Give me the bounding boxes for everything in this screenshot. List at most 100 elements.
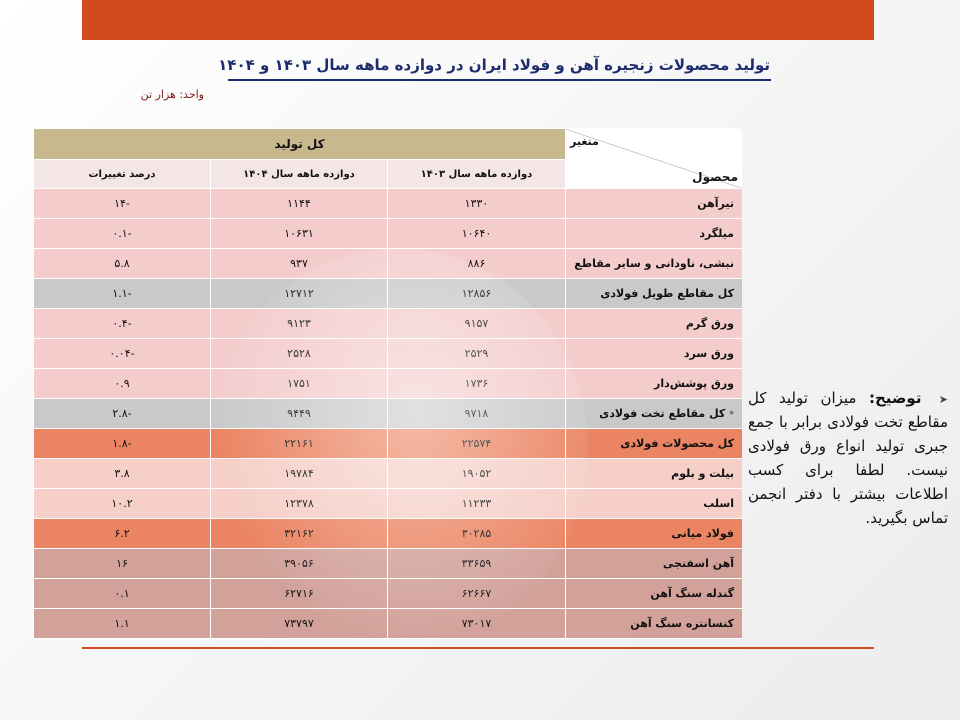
value-1403-cell: ۳۰۲۸۵ [387,518,566,549]
value-1403-cell: ۸۸۶ [387,248,566,279]
value-1403-cell: ۲۵۲۹ [387,338,566,369]
product-name-cell: نبشی، ناودانی و سایر مقاطع [565,248,742,279]
value-1403-cell: ۱۲۸۵۶ [387,278,566,309]
product-name: اسلب [703,497,734,510]
corner-variable-label: متغیر [570,135,599,148]
product-name: آهن اسفنجی [662,557,734,570]
change-percent-cell: -۱۴ [33,188,211,219]
product-name: ورق پوشش‌دار [654,377,734,390]
value-1404-cell: ۹۴۴۹ [210,398,388,429]
product-name: کل محصولات فولادی [620,437,734,450]
footnote-star: * [729,410,734,420]
product-name-cell: فولاد میانی [565,518,742,549]
product-name-cell: ورق سرد [565,338,742,369]
table-row: *کل مقاطع تخت فولادی ۹۷۱۸ ۹۴۴۹ -۲.۸ [33,398,742,429]
change-percent-cell: ۵.۸ [33,248,211,279]
product-name: کنسانتره سنگ آهن [630,617,734,630]
change-percent-cell: -۱.۸ [33,428,211,459]
value-1404-cell: ۶۲۷۱۶ [210,578,388,609]
product-name: کل مقاطع طویل فولادی [600,287,734,300]
change-percent-cell: ۶.۲ [33,518,211,549]
table-row: بیلت و بلوم ۱۹۰۵۲ ۱۹۷۸۴ ۳.۸ [33,458,742,489]
product-name-cell: آهن اسفنجی [565,548,742,579]
product-name-cell: میلگرد [565,218,742,249]
value-1403-cell: ۱۳۳۰ [387,188,566,219]
change-percent-cell: -۲.۸ [33,398,211,429]
product-name-cell: بیلت و بلوم [565,458,742,489]
title-underline [228,79,771,81]
value-1404-cell: ۷۳۷۹۷ [210,608,388,639]
note-heading: توضیح: [869,389,922,407]
change-percent-cell: ۱۶ [33,548,211,579]
change-percent-cell: -۰.۰۴ [33,338,211,369]
value-1403-cell: ۳۳۶۵۹ [387,548,566,579]
product-name: بیلت و بلوم [671,467,734,480]
change-percent-cell: ۰.۹ [33,368,211,399]
product-name-cell: کل محصولات فولادی [565,428,742,459]
top-accent-bar [82,0,874,40]
table-row: تیرآهن ۱۳۳۰ ۱۱۴۴ -۱۴ [33,188,742,219]
value-1404-cell: ۹۱۲۳ [210,308,388,339]
group-header-total-production: کل تولید [33,128,566,160]
product-name-cell: اسلب [565,488,742,519]
product-name-cell: گندله سنگ آهن [565,578,742,609]
table-row: میلگرد ۱۰۶۴۰ ۱۰۶۳۱ -۰.۱ [33,218,742,249]
value-1404-cell: ۱۲۷۱۲ [210,278,388,309]
page-title: تولید محصولات زنجیره آهن و فولاد ایران د… [218,56,770,74]
change-percent-cell: -۰.۱ [33,218,211,249]
table-row: فولاد میانی ۳۰۲۸۵ ۳۲۱۶۲ ۶.۲ [33,518,742,549]
change-percent-cell: ۳.۸ [33,458,211,489]
table-row: گندله سنگ آهن ۶۲۶۶۷ ۶۲۷۱۶ ۰.۱ [33,578,742,609]
product-name-cell: کل مقاطع طویل فولادی [565,278,742,309]
value-1404-cell: ۹۳۷ [210,248,388,279]
table-row: ورق سرد ۲۵۲۹ ۲۵۲۸ -۰.۰۴ [33,338,742,369]
change-percent-cell: -۱.۱ [33,278,211,309]
table-row: اسلب ۱۱۲۳۳ ۱۲۳۷۸ ۱۰.۲ [33,488,742,519]
value-1404-cell: ۱۰۶۳۱ [210,218,388,249]
table-row: ورق گرم ۹۱۵۷ ۹۱۲۳ -۰.۴ [33,308,742,339]
product-name: کل مقاطع تخت فولادی [599,407,726,420]
value-1404-cell: ۱۲۳۷۸ [210,488,388,519]
value-1404-cell: ۱۷۵۱ [210,368,388,399]
change-percent-cell: -۰.۴ [33,308,211,339]
value-1404-cell: ۳۹۰۵۶ [210,548,388,579]
note-text: میزان تولید کل مقاطع تخت فولادی برابر با… [748,389,948,527]
production-table: متغیر محصول کل تولید دوازده ماهه سال ۱۴۰… [33,128,742,639]
table-row: کل محصولات فولادی ۲۲۵۷۴ ۲۲۱۶۱ -۱.۸ [33,428,742,459]
explanation-note: ➤ توضیح: میزان تولید کل مقاطع تخت فولادی… [748,386,948,530]
value-1403-cell: ۹۷۱۸ [387,398,566,429]
value-1403-cell: ۲۲۵۷۴ [387,428,566,459]
table-row: نبشی، ناودانی و سایر مقاطع ۸۸۶ ۹۳۷ ۵.۸ [33,248,742,279]
column-header-change: درصد تغییرات [33,159,211,189]
corner-header: متغیر محصول [565,128,742,189]
product-name-cell: *کل مقاطع تخت فولادی [565,398,742,429]
product-name: میلگرد [699,227,734,240]
corner-product-label: محصول [692,170,738,184]
product-name: نبشی، ناودانی و سایر مقاطع [574,257,734,270]
value-1403-cell: ۱۷۳۶ [387,368,566,399]
product-name: ورق گرم [685,317,734,330]
column-header-1403: دوازده ماهه سال ۱۴۰۳ [387,159,566,189]
product-name-cell: ورق پوشش‌دار [565,368,742,399]
value-1404-cell: ۲۲۱۶۱ [210,428,388,459]
change-percent-cell: ۱۰.۲ [33,488,211,519]
bottom-accent-line [82,647,874,649]
value-1404-cell: ۲۵۲۸ [210,338,388,369]
product-name: گندله سنگ آهن [650,587,734,600]
product-name-cell: ورق گرم [565,308,742,339]
arrow-bullet-icon: ➤ [938,393,948,406]
unit-label: واحد: هزار تن [140,88,204,101]
value-1403-cell: ۹۱۵۷ [387,308,566,339]
value-1403-cell: ۶۲۶۶۷ [387,578,566,609]
value-1404-cell: ۳۲۱۶۲ [210,518,388,549]
product-name-cell: تیرآهن [565,188,742,219]
change-percent-cell: ۱.۱ [33,608,211,639]
value-1404-cell: ۱۹۷۸۴ [210,458,388,489]
value-1403-cell: ۱۱۲۳۳ [387,488,566,519]
value-1403-cell: ۱۰۶۴۰ [387,218,566,249]
table-row: آهن اسفنجی ۳۳۶۵۹ ۳۹۰۵۶ ۱۶ [33,548,742,579]
product-name: تیرآهن [697,197,734,210]
product-name: ورق سرد [683,347,734,360]
value-1403-cell: ۷۳۰۱۷ [387,608,566,639]
product-name-cell: کنسانتره سنگ آهن [565,608,742,639]
